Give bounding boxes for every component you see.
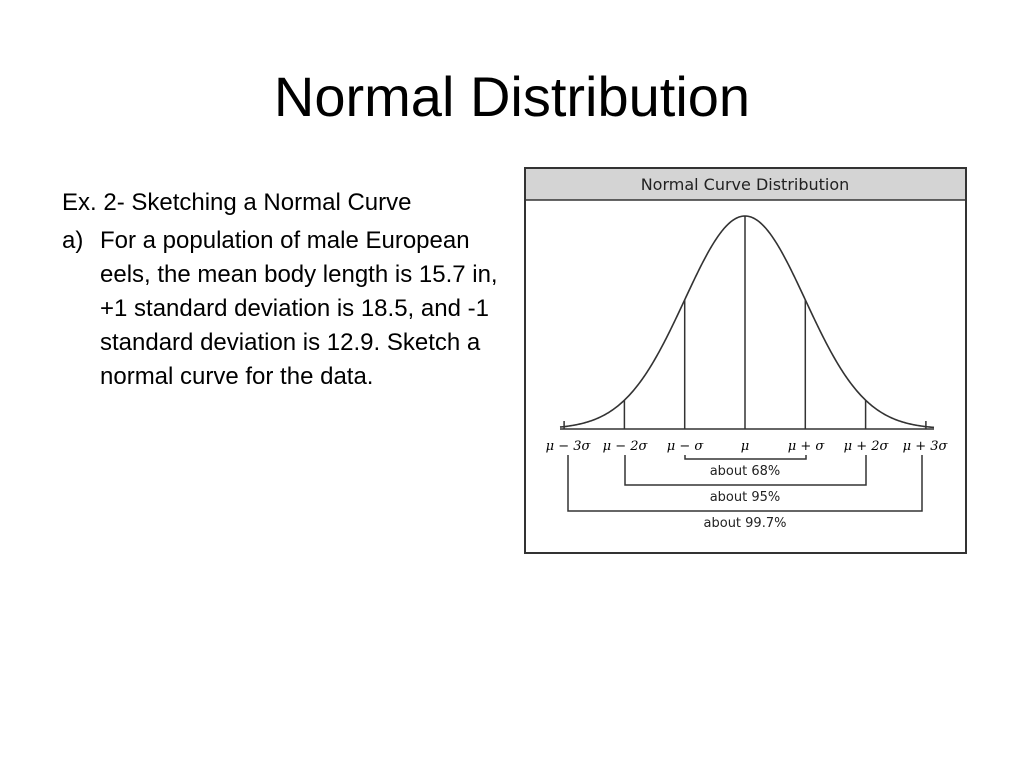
item-text: For a population of male European eels, … [100, 227, 498, 390]
bracket-68 [684, 455, 807, 460]
bracket-label-99-7: about 99.7% [704, 516, 787, 531]
slide-title: Normal Distribution [273, 65, 751, 128]
bracket-label-95: about 95% [710, 490, 781, 505]
normal-curve-svg: Normal Curve Distribution μ − 3σ μ − 2σ … [524, 167, 967, 554]
bracket-label-68: about 68% [710, 464, 781, 479]
axis-label-mu-minus-3sigma: μ − 3σ [546, 439, 592, 454]
bracket-label-bg-99-7 [702, 514, 790, 531]
percentage-brackets [567, 455, 923, 512]
example-heading: Ex. 2- Sketching a Normal Curve [62, 189, 412, 216]
axis-label-mu-plus-2sigma: μ + 2σ [844, 439, 890, 454]
example-text-block: Ex. 2- Sketching a Normal Curve a) For a… [62, 186, 502, 394]
sigma-lines [563, 216, 927, 429]
figure-title: Normal Curve Distribution [641, 175, 850, 194]
bracket-95 [624, 455, 867, 486]
item-marker: a) [62, 227, 84, 254]
axis-label-mu-plus-3sigma: μ + 3σ [903, 439, 949, 454]
bracket-label-bg-95 [707, 488, 785, 505]
example-item-a: a) For a population of male European eel… [62, 224, 502, 394]
axis-label-mu: μ [741, 439, 749, 454]
bracket-label-bg-68 [707, 462, 785, 479]
bracket-99-7 [567, 455, 923, 512]
axis-labels: μ − 3σ μ − 2σ μ − σ μ μ + σ μ + 2σ μ + 3… [546, 439, 949, 454]
bell-curve [559, 215, 935, 429]
normal-curve-figure: Normal Curve Distribution μ − 3σ μ − 2σ … [524, 167, 968, 555]
axis-label-mu-minus-sigma: μ − σ [667, 439, 705, 454]
figure-header [526, 169, 965, 200]
axis-label-mu-minus-2sigma: μ − 2σ [603, 439, 649, 454]
axis-label-mu-plus-sigma: μ + σ [788, 439, 826, 454]
